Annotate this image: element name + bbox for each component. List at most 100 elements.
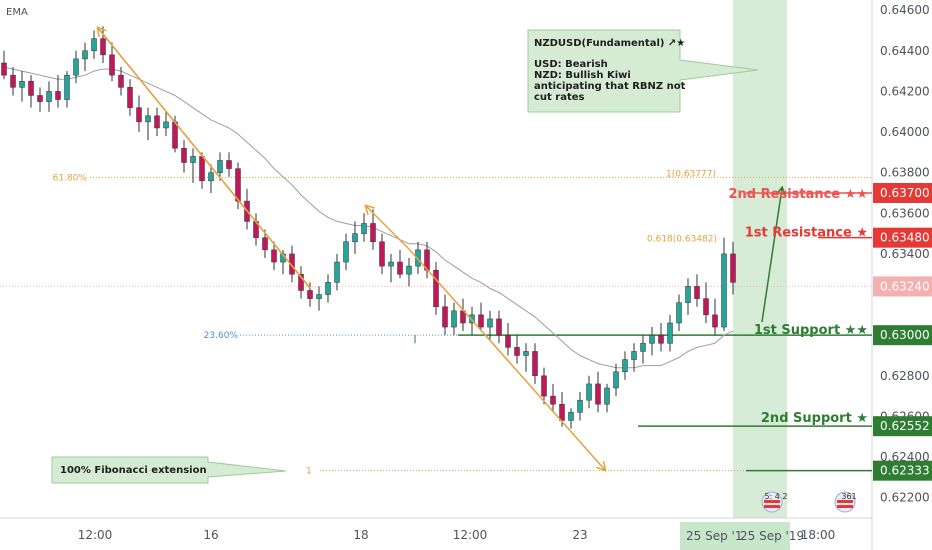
candle-body [181,148,187,163]
candle [1,50,7,80]
candle [541,367,547,405]
range-end-label: 25 Sep '19 [740,529,804,543]
candle [730,241,736,295]
candle-body [217,160,223,173]
candle [19,71,25,102]
candle-body [361,223,367,234]
candle-body [541,375,547,397]
candle-body [289,253,295,275]
fundamental-note-title: NZDUSD(Fundamental) ↗★ [534,38,685,49]
candle [604,383,610,413]
x-tick-label: 23 [572,528,587,542]
projection-arrow [761,188,782,323]
price-tag-label: 0.63240 [880,279,930,293]
economic-event-badge[interactable]: 5: 4 2 [761,491,788,513]
candle [181,140,187,173]
candle-body [703,298,709,316]
candle [217,152,223,181]
candle-body [649,334,655,344]
candle-body [577,399,583,413]
candle [550,383,556,413]
candle-body [235,168,241,202]
candle-body [55,91,61,100]
candle [379,233,385,275]
candle-body [397,261,403,275]
level-label: 2nd Resistance ★★ [729,187,869,202]
y-tick-label: 0.62200 [880,491,930,505]
candle-body [46,91,52,102]
candle [451,302,457,336]
economic-event-badge[interactable]: 361 [834,491,857,513]
candle [352,221,358,254]
candle-body [190,156,196,163]
fib-drawn-arrow-2 [366,206,409,249]
candle [307,282,313,307]
fundamental-note-line: cut rates [534,92,585,103]
candle [190,148,196,183]
candle-body [631,351,637,360]
candle-body [37,95,43,102]
candle [136,95,142,133]
candle-body [19,81,25,88]
price-tag-label: 0.63480 [880,231,930,245]
candle [505,322,511,356]
candle-body [262,237,268,251]
x-tick-label: 12:00 [78,528,113,542]
candle-body [199,156,205,182]
candle [694,274,700,307]
fib-label: 61.80% [53,173,88,183]
fib-extension-note-text: 100% Fibonacci extension [60,465,207,476]
fib-extension-note-box [51,456,287,484]
candle [298,266,304,299]
candle [478,302,484,332]
candle-body [532,351,538,377]
price-tag-bg [873,325,932,346]
candle-body [721,253,727,328]
candle-body [145,115,151,123]
candle [406,257,412,287]
x-tick-label: 16 [203,528,218,542]
y-tick-label: 0.63600 [880,206,930,220]
candle-body [352,233,358,242]
candle [262,229,268,258]
candle-body [163,121,169,129]
candle [577,392,583,421]
candle-body [613,371,619,389]
price-tag: 0.62333 [873,460,932,481]
x-tick-label: 18:00 [801,528,836,542]
candle-body [694,286,700,299]
price-tag-bg [873,182,932,203]
candle [109,42,115,82]
candle-body [91,38,97,52]
fundamental-note-line: anticipating that RBNZ not [534,81,686,92]
y-tick-label: 0.63400 [880,247,930,261]
candle-body [622,359,628,372]
candle [163,111,169,137]
candle [721,237,727,332]
candle [64,71,70,108]
candle [658,322,664,352]
candle-body [316,294,322,299]
price-tag: 0.63240 [873,276,932,297]
candle [388,253,394,283]
candle [361,213,367,242]
candle [676,294,682,332]
candle-body [433,269,439,307]
candle-body [487,318,493,328]
candle-body [325,282,331,295]
y-tick-label: 0.64200 [880,84,930,98]
price-tag: 0.63700 [873,182,932,203]
candle-body [523,351,529,356]
candle-body [604,387,610,405]
fib-label: 23.60% [204,331,239,341]
candle-body [586,383,592,401]
candle-body [442,306,448,328]
candle [235,162,241,210]
candle-body [568,412,574,421]
candle-body [100,38,106,56]
price-tag-bg [873,276,932,297]
candle-body [640,343,646,352]
candle [91,30,97,59]
candle-body [667,322,673,344]
